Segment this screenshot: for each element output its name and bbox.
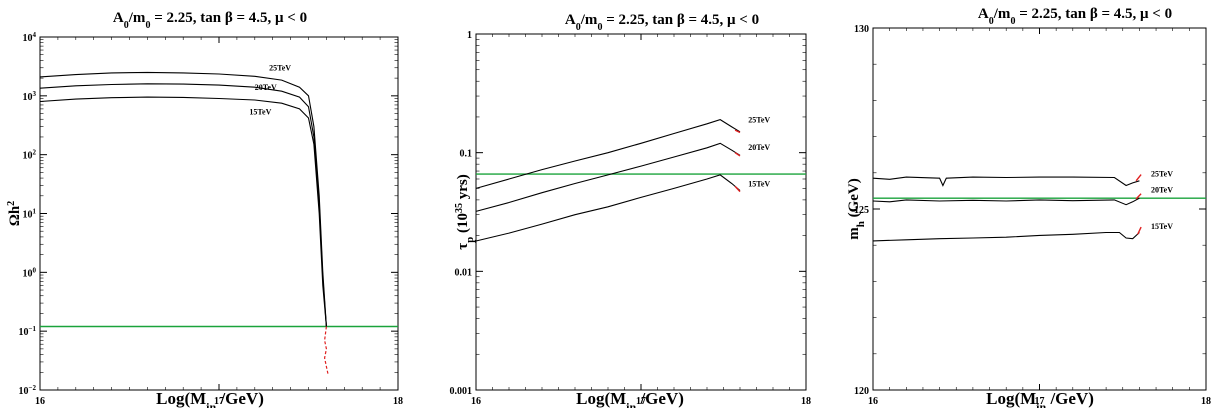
x-tick-label: 17 [214, 396, 224, 407]
y-tick-label: 1 [467, 30, 472, 41]
y-tick-label: 100 [23, 266, 37, 279]
x-tick-label: 16 [471, 396, 481, 407]
series-line-25TeV [475, 118, 741, 189]
series-label-20TeV: 20TeV [1151, 186, 1173, 195]
series-label-15TeV: 15TeV [249, 108, 271, 117]
series-label-25TeV: 25TeV [1151, 169, 1173, 178]
series-line-15TeV [39, 96, 327, 327]
x-tick-label: 17 [636, 396, 646, 407]
chart-title: A0/m0 = 2.25, tan β = 4.5, μ < 0 [978, 6, 1172, 27]
series-label-20TeV: 20TeV [255, 83, 277, 92]
chart-title: A0/m0 = 2.25, tan β = 4.5, μ < 0 [113, 10, 307, 31]
x-tick-label: 18 [393, 396, 403, 407]
y-tick-label: 10−1 [19, 325, 37, 338]
series-label-25TeV: 25TeV [269, 63, 291, 72]
series-line-20TeV [872, 197, 1140, 206]
x-tick-label: 16 [35, 396, 45, 407]
x-axis-label: Log(Min /GeV) [156, 389, 264, 408]
red-end-mark [734, 129, 741, 134]
red-end-mark [1135, 174, 1142, 182]
x-tick-label: 18 [1201, 396, 1211, 407]
red-tail-mark [323, 326, 329, 376]
y-tick-label: 101 [23, 208, 37, 221]
y-tick-label: 0.01 [455, 267, 473, 278]
plot-frame [475, 33, 807, 391]
y-tick-label: 104 [23, 31, 37, 44]
series-line-25TeV [39, 71, 327, 327]
series-label-15TeV: 15TeV [748, 179, 770, 188]
y-tick-label: 130 [854, 24, 869, 35]
y-tick-label: 0.1 [460, 149, 473, 160]
x-axis-label: Log(Min /GeV) [986, 389, 1094, 408]
y-tick-label: 120 [854, 386, 869, 397]
series-label-25TeV: 25TeV [748, 115, 770, 124]
chart-title: A0/m0 = 2.25, tan β = 4.5, μ < 0 [565, 12, 759, 33]
series-line-15TeV [872, 231, 1140, 242]
red-end-mark [734, 185, 741, 193]
y-axis-label: mh (GeV) [846, 178, 867, 240]
y-tick-label: 10−2 [19, 384, 37, 397]
plot-frame [872, 27, 1207, 391]
y-tick-label: 0.001 [450, 386, 473, 397]
series-label-20TeV: 20TeV [748, 143, 770, 152]
y-axis-label: τp (1035 yrs) [454, 174, 477, 250]
chart-panel-3: A0/m0 = 2.25, tan β = 4.5, μ < 0 Log(Min … [846, 6, 1211, 408]
red-end-mark [734, 152, 741, 157]
chart-panel-1: A0/m0 = 2.25, tan β = 4.5, μ < 0 Log(Min … [6, 10, 404, 408]
series-label-15TeV: 15TeV [1151, 222, 1173, 231]
y-tick-label: 103 [23, 90, 37, 103]
plot-frame [39, 36, 399, 391]
x-tick-label: 18 [801, 396, 811, 407]
y-axis-label: Ωh2 [6, 201, 24, 226]
series-line-25TeV [872, 176, 1140, 187]
x-axis-label: Log(Min /GeV) [576, 389, 684, 408]
series-line-15TeV [475, 174, 741, 242]
red-end-mark [1135, 193, 1142, 200]
chart-panel-2: A0/m0 = 2.25, tan β = 4.5, μ < 0 Log(Min … [450, 12, 812, 408]
red-end-mark [1137, 226, 1142, 235]
x-tick-label: 17 [1035, 396, 1045, 407]
y-tick-label: 125 [854, 205, 869, 216]
x-tick-label: 16 [868, 396, 878, 407]
series-line-20TeV [39, 83, 327, 327]
series-line-20TeV [475, 142, 741, 212]
y-tick-label: 102 [23, 149, 37, 162]
